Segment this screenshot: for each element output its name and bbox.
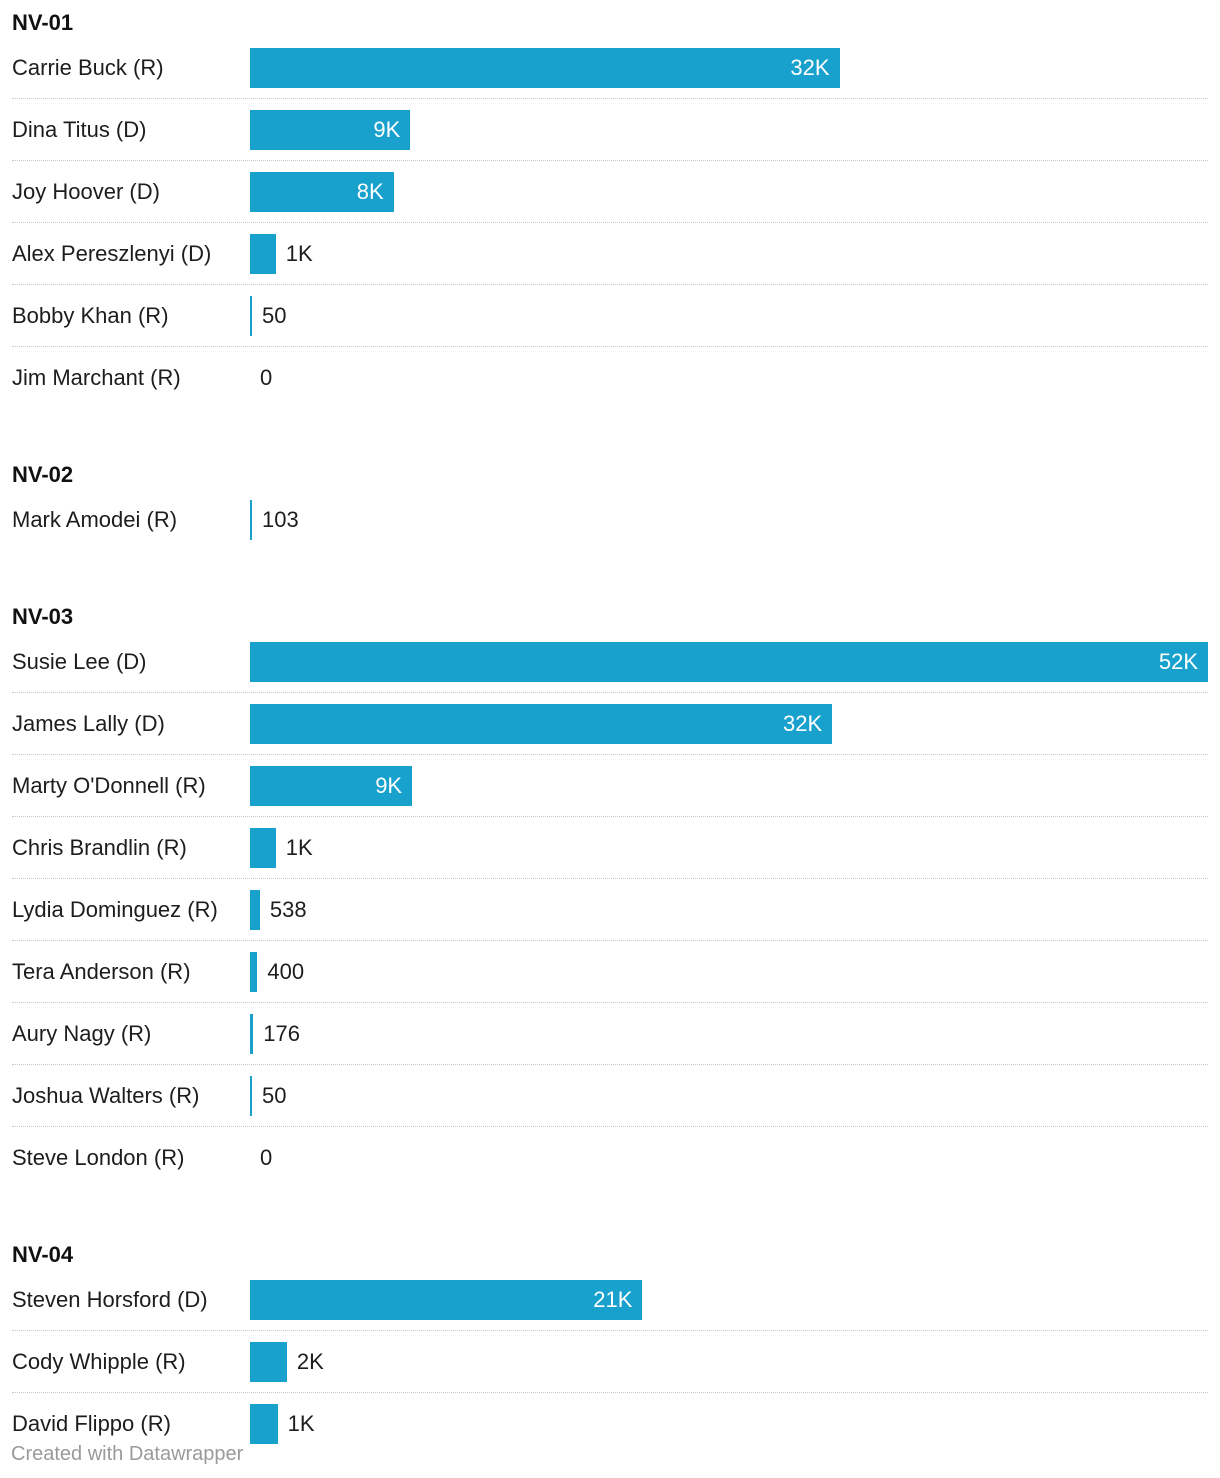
row-label: Steven Horsford (D) [12,1287,208,1312]
row-label: David Flippo (R) [12,1411,171,1436]
bar [250,1014,254,1054]
group-title: NV-04 [12,1242,74,1267]
bar [250,296,252,336]
row-separator [12,692,1208,693]
bar-value: 103 [262,507,299,532]
group-title: NV-03 [12,604,74,629]
row-separator [12,1330,1208,1331]
bar-value: 9K [375,773,403,798]
bar [250,952,258,992]
bar-value: 400 [267,959,305,984]
bar-value: 1K [285,835,313,860]
bar-value: 32K [790,55,830,80]
row-label: Joy Hoover (D) [12,179,160,204]
row-label: Chris Brandlin (R) [12,835,187,860]
bar-value: 52K [1158,649,1198,674]
bar-value: 538 [269,897,307,922]
row-label: Cody Whipple (R) [12,1349,186,1374]
bar-value: 1K [287,1411,315,1436]
bar-value: 0 [260,1145,273,1170]
bar-value: 0 [260,365,273,390]
row-separator [12,98,1208,99]
row-label: Dina Titus (D) [12,117,147,142]
row-separator [12,878,1208,879]
row-separator [12,346,1208,347]
row-separator [12,940,1208,941]
row-label: Tera Anderson (R) [12,959,191,984]
bar-value: 21K [593,1287,633,1312]
row-separator [12,1392,1208,1393]
bar [250,1280,643,1320]
bar [250,828,276,868]
bar-value: 176 [263,1021,300,1046]
row-label: Mark Amodei (R) [12,507,178,532]
row-separator [12,222,1208,223]
row-separator [12,816,1208,817]
bar [250,890,260,930]
row-label: Lydia Dominguez (R) [12,897,218,922]
bar-value: 32K [783,711,823,736]
bar [250,704,833,744]
bar [250,1342,287,1382]
row-label: Bobby Khan (R) [12,303,169,328]
row-label: Marty O'Donnell (R) [12,773,206,798]
bar [250,500,252,540]
row-label: Joshua Walters (R) [12,1083,200,1108]
footer-credit: Created with Datawrapper [11,1443,244,1465]
row-separator [12,284,1208,285]
bar [250,766,413,806]
row-separator [12,1064,1208,1065]
bar [250,48,840,88]
bar [250,234,276,274]
row-label: Steve London (R) [12,1145,185,1170]
group-title: NV-01 [12,10,74,35]
row-label: Aury Nagy (R) [12,1021,152,1046]
bar-value: 2K [296,1349,324,1374]
bar-value: 9K [373,117,401,142]
row-label: Jim Marchant (R) [12,365,181,390]
bar [250,172,394,212]
bar-value: 50 [262,1083,287,1108]
bar [250,1404,278,1444]
bar [250,642,1208,682]
row-label: Alex Pereszlenyi (D) [12,241,212,266]
row-separator [12,1126,1208,1127]
row-separator [12,754,1208,755]
row-label: James Lally (D) [12,711,165,736]
row-separator [12,1002,1208,1003]
row-label: Carrie Buck (R) [12,55,164,80]
bar [250,1076,252,1116]
row-separator [12,160,1208,161]
bar-value: 1K [285,241,313,266]
group-title: NV-02 [12,462,74,487]
bar-value: 50 [262,303,287,328]
bar-value: 8K [356,179,384,204]
row-label: Susie Lee (D) [12,649,147,674]
bar [250,110,411,150]
